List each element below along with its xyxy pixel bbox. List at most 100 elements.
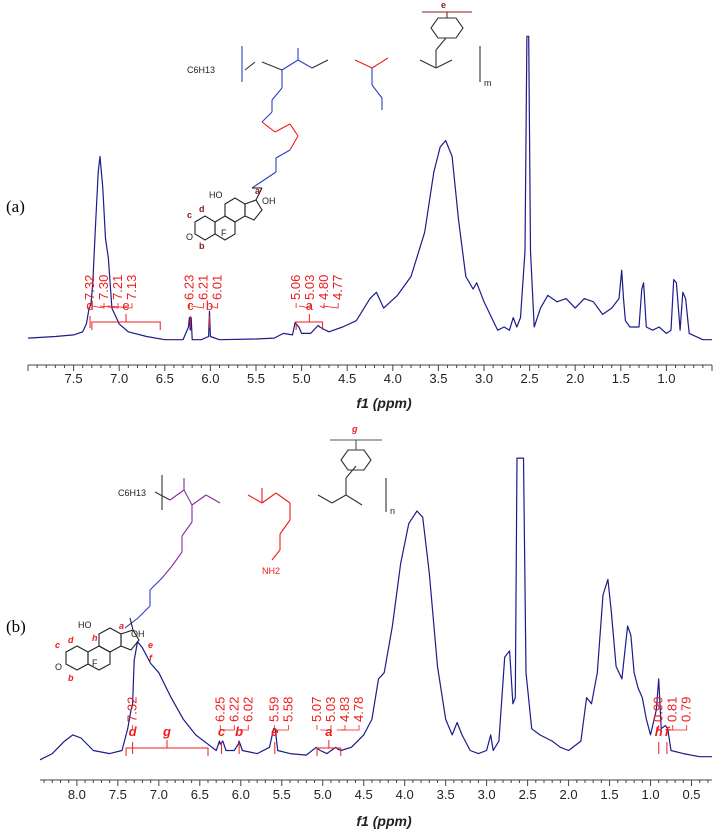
peak-leader-line [222, 725, 235, 731]
peak-leader-line [239, 725, 249, 731]
steroid-rings-b [65, 617, 140, 671]
peak-leader-line [107, 303, 133, 309]
x-tick-label: 6.5 [156, 371, 174, 386]
x-tick-label: 7.5 [65, 371, 83, 386]
assignment-letter: g [162, 724, 171, 739]
x-tick-label: 5.5 [247, 371, 265, 386]
peak-leader-line [100, 303, 119, 309]
peak-label: 6.02 [240, 697, 255, 722]
peak-label: 6.21 [195, 275, 210, 300]
proton-d-label-struct-b: d [68, 635, 74, 645]
peak-leader-line [336, 725, 346, 731]
proton-c-label-struct-a: c [187, 210, 192, 220]
x-tick-label: 4.5 [338, 371, 356, 386]
peak-leader-line [319, 303, 325, 309]
spectrum-trace-a [27, 35, 712, 341]
peak-label: 5.07 [309, 697, 324, 722]
x-tick-label: 2.5 [521, 371, 539, 386]
proton-a-label-struct-b: a [119, 621, 124, 631]
annotations-a: 7.32 7.30 7.21 7.13 6.23 6.21 6.01 5.06 5.03 4.80… [82, 275, 345, 330]
peak-label: 6.22 [226, 697, 241, 722]
x-tick-label: 7.5 [109, 787, 127, 802]
peak-leader-line [298, 303, 311, 309]
panel-b-label: (b) [6, 617, 26, 636]
assignment-letter: f [665, 724, 671, 739]
peak-leader-line [667, 725, 688, 731]
x-tick-label: 6.5 [191, 787, 209, 802]
proton-d-label-struct-a: d [199, 204, 205, 214]
hydroxyl-label-a: OH [262, 196, 276, 206]
x-tick-label: 4.5 [355, 787, 373, 802]
x-tick-label: 3.5 [437, 787, 455, 802]
x-axis-label-b: f1 (ppm) [356, 813, 412, 829]
x-tick-label: 5.0 [293, 371, 311, 386]
assignment-letter: e [122, 298, 129, 313]
proton-f-label-struct-b: f [149, 653, 153, 663]
peak-leader-line [320, 725, 332, 731]
amine-label-b: NH2 [262, 566, 280, 576]
peak-label: 4.77 [330, 275, 345, 300]
peak-label: 4.80 [316, 275, 331, 300]
proton-b-label-struct-b: b [68, 673, 74, 683]
keto-label-a: O [186, 232, 193, 242]
annotations-b: 7.32 6.25 6.22 6.02 5.59 5.58 5.07 5.03 4.83 4.78… [125, 697, 694, 756]
peak-label: 5.06 [288, 275, 303, 300]
x-tick-label: 1.5 [612, 371, 630, 386]
x-tick-label: 2.0 [566, 371, 584, 386]
peak-leader-line [191, 303, 204, 309]
spectrum-trace-b [39, 457, 712, 761]
peak-label: 7.32 [125, 697, 140, 722]
assignment-letter: h [655, 724, 663, 739]
assignment-letter: b [235, 724, 243, 739]
proton-e-label-struct-b: e [148, 640, 153, 650]
x-tick-label: 2.5 [519, 787, 537, 802]
peak-label: 5.03 [302, 275, 317, 300]
peak-label: 5.58 [280, 697, 295, 722]
assignment-letter: c [187, 298, 194, 313]
peak-label: 6.01 [209, 275, 224, 300]
peak-label: 0.90 [651, 697, 666, 722]
assignment-letter: a [306, 298, 314, 313]
panel-a-label: (a) [6, 197, 25, 216]
structure-b: C6H13 g n NH2 a b c d e f h F OH HO O [55, 424, 395, 683]
peak-label: 7.30 [96, 275, 111, 300]
assignment-letter: b [206, 298, 213, 313]
peak-label: 4.83 [337, 697, 352, 722]
x-tick-label: 3.5 [429, 371, 447, 386]
assignment-letter: e [271, 724, 278, 739]
panel-a: (a) [6, 0, 713, 411]
x-tick-label: 6.0 [232, 787, 250, 802]
x-tick-label: 1.5 [601, 787, 619, 802]
x-tick-label: 7.0 [110, 371, 128, 386]
proton-b-label-struct-a: b [199, 241, 205, 251]
phenyl-e-label: e [441, 0, 446, 10]
assignment-bracket [316, 740, 342, 756]
hydroxyl-label-b: OH [131, 629, 145, 639]
x-tick-label: 1.0 [657, 371, 675, 386]
assignment-letter: d [86, 298, 93, 313]
keto-label-b: O [55, 662, 62, 672]
peak-label: 5.59 [266, 697, 281, 722]
x-tick-label: 4.0 [396, 787, 414, 802]
assignment-letter: d [129, 724, 138, 739]
hydroxy-ho-label-b: HO [78, 620, 92, 630]
polymer-backbone-a [241, 11, 481, 189]
peak-leader-line [322, 303, 339, 309]
fluoro-label-a: F [221, 228, 227, 238]
x-tick-label: 2.0 [560, 787, 578, 802]
spectrum-b-plot: 8.0 7.5 7.0 6.5 6.0 5.5 5.0 4.5 4.0 3.5 3.0 2.5 2.0 1… [39, 457, 712, 802]
fluoro-label-b: F [92, 658, 98, 668]
peak-leader-line [275, 725, 289, 731]
spectrum-a-plot: 7.5 7.0 6.5 6.0 5.5 5.0 4.5 4.0 3.5 3.0 2.5 2.0 1.5 1… [27, 35, 713, 386]
assignment-bracket [295, 314, 324, 330]
peak-label: 6.23 [181, 275, 196, 300]
assignment-bracket [91, 314, 161, 330]
peak-label: 6.25 [212, 697, 227, 722]
peak-label: 0.79 [679, 697, 694, 722]
x-tick-label: 5.0 [314, 787, 332, 802]
proton-h-label-struct-b: h [92, 633, 98, 643]
assignment-letter: c [218, 724, 226, 739]
x-tick-label: 1.0 [641, 787, 659, 802]
peak-leader-line [209, 303, 218, 309]
